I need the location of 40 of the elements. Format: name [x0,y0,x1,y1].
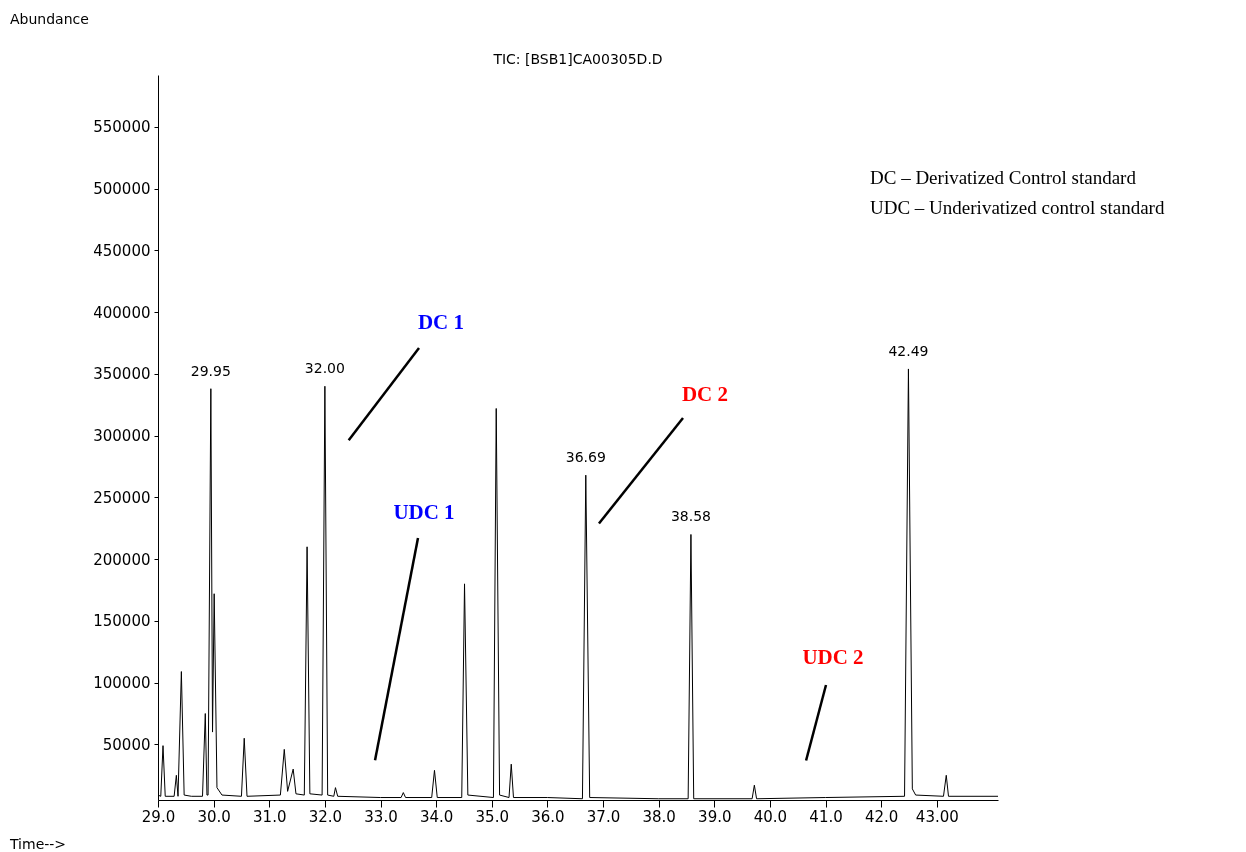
y-tick-label: 550000 [93,118,151,137]
x-tick-label: 41.0 [809,807,843,826]
x-tick-label: 35.0 [475,807,509,826]
x-tick-label: 30.0 [197,807,231,826]
annotation: 42.49 [888,342,929,359]
y-tick-label: 100000 [93,674,151,693]
y-tick-label: 300000 [93,427,151,446]
x-tick-label: 40.0 [753,807,788,826]
x-axis-title: Time--> [9,836,67,852]
annotation: 32.00 [304,360,345,377]
annotation: UDC – Underivatized control standard [870,197,1165,218]
annotation: 29.95 [190,362,231,379]
x-tick-label: 42.0 [864,807,899,826]
annotation: 36.69 [565,449,606,466]
y-tick-label: 200000 [93,550,151,569]
annotation: 38.58 [670,508,711,525]
x-tick-label: 43.00 [915,807,959,826]
chart-title: TIC: [BSB1]CA00305D.D [492,51,663,67]
annotation: UDC 1 [393,500,455,524]
annotation: DC 2 [681,382,729,406]
annotation: UDC 2 [802,645,864,669]
y-tick-label: 400000 [93,303,151,322]
annotation: DC 1 [417,310,465,334]
y-tick-label: 150000 [93,612,151,631]
x-tick-label: 39.0 [698,807,732,826]
y-tick-label: 450000 [93,241,151,260]
x-tick-label: 37.0 [586,807,621,826]
x-tick-label: 29.0 [141,807,176,826]
y-axis-title: Abundance [10,11,89,27]
x-tick-label: 36.0 [531,807,565,826]
y-tick-label: 500000 [93,180,151,199]
y-tick-label: 350000 [93,365,151,384]
y-tick-label: 250000 [93,488,151,507]
y-tick-label: 50000 [102,735,151,754]
x-tick-label: 34.0 [419,807,454,826]
x-tick-label: 38.0 [642,807,676,826]
x-tick-label: 33.0 [364,807,398,826]
annotation: DC – Derivatized Control standard [870,167,1137,188]
x-tick-label: 32.0 [308,807,343,826]
x-tick-label: 31.0 [253,807,287,826]
